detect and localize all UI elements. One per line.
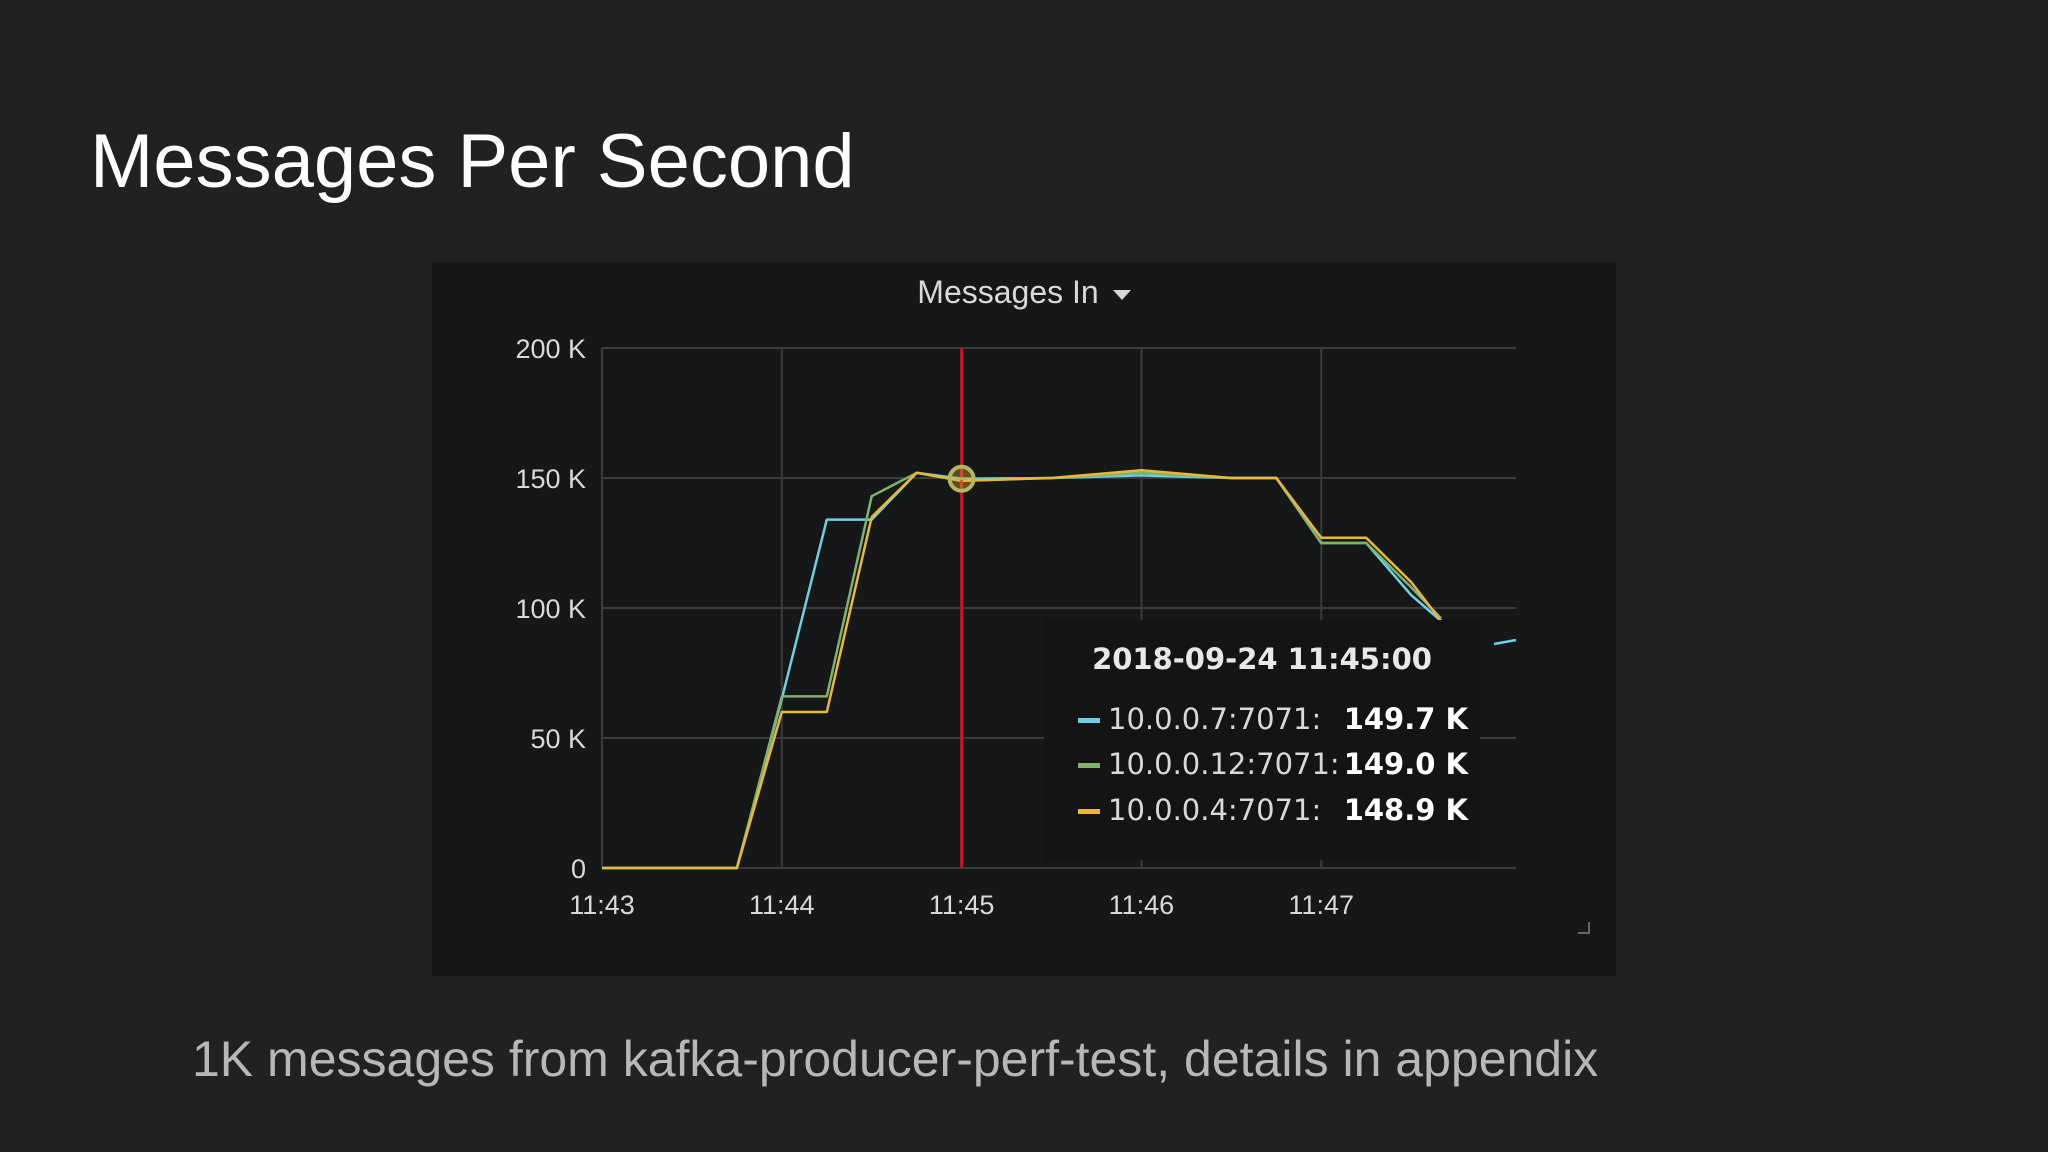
tooltip-series-value: 148.9 K <box>1343 793 1468 827</box>
x-tick-label: 11:47 <box>1288 890 1354 920</box>
series-line <box>602 468 1443 870</box>
slide-title: Messages Per Second <box>90 119 855 204</box>
x-tick-label: 11:44 <box>749 890 815 920</box>
tooltip-series-value: 149.7 K <box>1343 702 1468 736</box>
tooltip-series-value: 149.0 K <box>1343 747 1468 781</box>
y-tick-label: 100 K <box>515 594 586 624</box>
y-tick-label: 0 <box>571 854 586 884</box>
slide-caption: 1K messages from kafka-producer-perf-tes… <box>192 1031 1599 1087</box>
x-tick-label: 11:46 <box>1109 890 1175 920</box>
tooltip-time: 2018-09-24 11:45:00 <box>1092 642 1432 676</box>
tooltip-series-name: 10.0.0.4:7071: <box>1108 793 1322 827</box>
tooltip-series-name: 10.0.0.12:7071: <box>1108 747 1340 781</box>
tooltip-row: 10.0.0.12:7071: 149.0 K <box>1078 747 1468 787</box>
y-tick-label: 150 K <box>515 464 586 494</box>
caret-down-icon[interactable] <box>1112 289 1131 300</box>
series-swatch-icon <box>1078 763 1100 768</box>
series-swatch-icon <box>1078 809 1100 814</box>
series-line-tail <box>1493 638 1517 646</box>
tooltip-series-name: 10.0.0.7:7071: <box>1108 702 1322 736</box>
x-tick-label: 11:45 <box>929 890 995 920</box>
resize-handle-icon[interactable] <box>1578 922 1590 934</box>
panel-title-text: Messages In <box>917 274 1099 310</box>
chart-panel: Messages In 0 50 K 100 K 150 K 200 K 11:43 11:… <box>432 262 1616 976</box>
chart-svg: 0 50 K 100 K 150 K 200 K 11:43 11:44 11:45 11:46… <box>515 334 1517 920</box>
y-tick-label: 50 K <box>530 724 586 754</box>
tooltip-row: 10.0.0.4:7071: 148.9 K <box>1078 793 1468 833</box>
panel-title[interactable]: Messages In <box>432 274 1616 311</box>
tooltip-row: 10.0.0.7:7071: 149.7 K <box>1078 702 1468 742</box>
chart-tooltip: 2018-09-24 11:45:00 10.0.0.7:7071: 149.7… <box>1044 620 1480 860</box>
x-tick-label: 11:43 <box>569 890 635 920</box>
y-tick-label: 200 K <box>515 334 586 364</box>
series-swatch-icon <box>1078 718 1100 723</box>
